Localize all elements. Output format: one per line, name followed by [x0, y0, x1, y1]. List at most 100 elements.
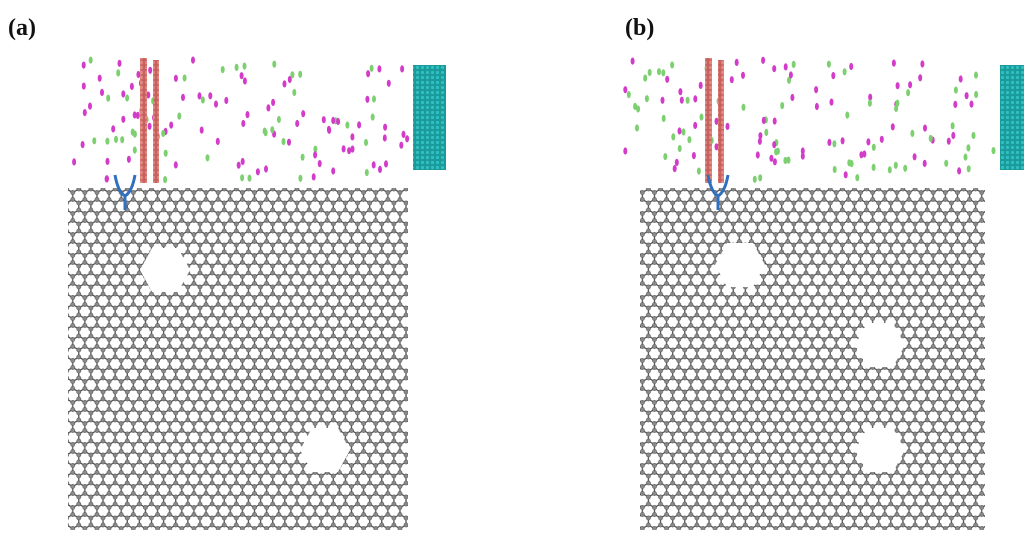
cation [301, 110, 305, 117]
anion [954, 87, 958, 94]
anion [910, 130, 914, 137]
cation [715, 118, 719, 125]
cation [680, 97, 684, 104]
cation [322, 116, 326, 123]
anion [206, 154, 210, 161]
cation [665, 76, 669, 83]
cation [246, 111, 250, 118]
cation [256, 168, 260, 175]
anion [678, 145, 682, 152]
anion [894, 162, 898, 169]
cation [814, 86, 818, 93]
cation [105, 175, 109, 182]
cation [693, 122, 697, 129]
cation [918, 74, 922, 81]
cation [827, 139, 831, 146]
cation [831, 72, 835, 79]
cation [327, 126, 331, 133]
cation [383, 124, 387, 131]
cation [896, 82, 900, 89]
cation [400, 65, 404, 72]
ions [72, 57, 409, 184]
anion [855, 174, 859, 181]
cation [953, 101, 957, 108]
cation [673, 165, 677, 172]
anion [221, 66, 225, 73]
cation [815, 103, 819, 110]
cation [243, 77, 247, 84]
cation [118, 60, 122, 67]
cation [923, 160, 927, 167]
anion [364, 139, 368, 146]
anion [967, 165, 971, 172]
anion [235, 64, 239, 71]
anion [780, 102, 784, 109]
anion [636, 105, 640, 112]
cation [200, 127, 204, 134]
cation [121, 116, 125, 123]
wall [1000, 65, 1024, 170]
cation [241, 158, 245, 165]
anion [966, 144, 970, 151]
anion [133, 147, 137, 154]
ions [623, 57, 995, 183]
anion [944, 160, 948, 167]
anion [183, 74, 187, 81]
cation [240, 72, 244, 79]
cation [830, 99, 834, 106]
anion [248, 175, 252, 182]
anion [161, 130, 165, 137]
anion [776, 148, 780, 155]
cation [295, 120, 299, 127]
cation [859, 151, 863, 158]
cation [841, 137, 845, 144]
cation [287, 139, 291, 146]
cation [237, 162, 241, 169]
anion [116, 69, 120, 76]
cation [678, 88, 682, 95]
cation [318, 160, 322, 167]
cation [402, 131, 406, 138]
anion [243, 63, 247, 70]
figure: (a) (b) [0, 0, 1024, 530]
anion [888, 166, 892, 173]
anion [282, 138, 286, 145]
cation [623, 147, 627, 154]
anion [700, 114, 704, 121]
anion [643, 75, 647, 82]
anion [301, 154, 305, 161]
cation [675, 159, 679, 166]
cation [661, 97, 665, 104]
anion [365, 169, 369, 176]
cation [772, 65, 776, 72]
anion [648, 69, 652, 76]
cation [357, 121, 361, 128]
anion [833, 166, 837, 173]
cation [133, 111, 137, 118]
anion [298, 71, 302, 78]
cation [82, 83, 86, 90]
cation [169, 122, 173, 129]
anion [292, 89, 296, 96]
anion [370, 65, 374, 72]
cation [313, 151, 317, 158]
anion [125, 94, 129, 101]
anion [372, 95, 376, 102]
cation [271, 99, 275, 106]
cation [965, 92, 969, 99]
anion [345, 122, 349, 129]
anion [105, 138, 109, 145]
anion [792, 61, 796, 68]
anion [635, 124, 639, 131]
cation [214, 101, 218, 108]
anion [627, 91, 631, 98]
cation [98, 75, 102, 82]
anion [682, 128, 686, 135]
anion [92, 137, 96, 144]
nanotube [153, 60, 159, 183]
cation [758, 132, 762, 139]
cation [741, 72, 745, 79]
anion [177, 113, 181, 120]
cation [336, 118, 340, 125]
anion [827, 61, 831, 68]
